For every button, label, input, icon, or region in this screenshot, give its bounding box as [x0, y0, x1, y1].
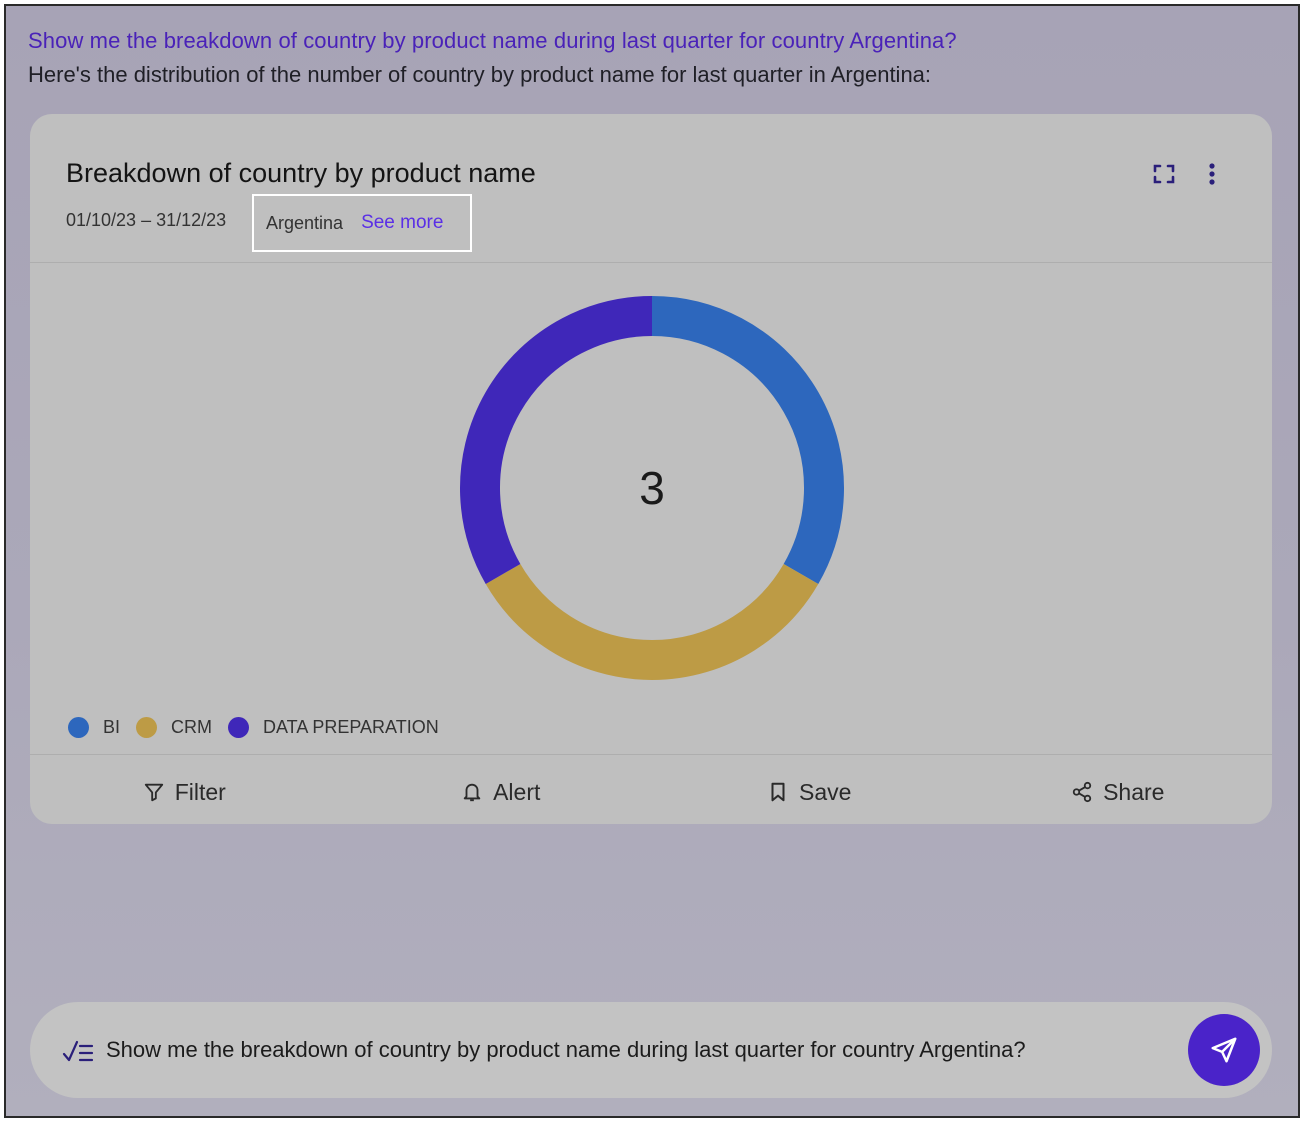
legend-label-crm: CRM: [171, 717, 213, 737]
alert-button[interactable]: Alert: [347, 760, 656, 824]
expand-icon[interactable]: [1150, 160, 1178, 188]
assistant-answer: Here's the distribution of the number of…: [28, 62, 932, 87]
see-more-link[interactable]: See more: [361, 212, 444, 233]
card-title: Breakdown of country by product name: [66, 158, 536, 188]
filter-label: Filter: [174, 778, 226, 805]
save-label: Save: [799, 778, 852, 805]
bell-icon: [463, 783, 481, 802]
share-label: Share: [1103, 778, 1165, 805]
chart-card: Breakdown of country by product name 01/…: [30, 114, 1272, 824]
donut-slice-data-preparation[interactable]: [460, 296, 653, 584]
filter-country: Argentina: [266, 212, 344, 233]
header-divider: [30, 262, 1272, 263]
filter-button[interactable]: Filter: [30, 760, 347, 824]
chat-input[interactable]: [106, 1032, 1166, 1068]
legend-dot-data-preparation: [228, 717, 250, 738]
alert-label: Alert: [493, 778, 541, 805]
donut-chart: 3: [460, 296, 844, 680]
legend-dot-bi: [68, 717, 89, 738]
donut-center-value: 3: [639, 462, 665, 514]
chat-composer: [30, 1002, 1272, 1098]
checklist-icon: [62, 1040, 94, 1062]
chart-legend: BI CRM DATA PREPARATION: [68, 717, 455, 738]
footer-divider: [30, 754, 1272, 755]
legend-item-crm[interactable]: CRM: [136, 717, 212, 738]
user-question: Show me the breakdown of country by prod…: [28, 28, 957, 53]
filter-chip: Argentina See more: [252, 194, 472, 252]
legend-item-data-preparation[interactable]: DATA PREPARATION: [228, 717, 439, 738]
card-actions: Filter Alert Save Share: [30, 760, 1272, 824]
more-vertical-icon[interactable]: [1198, 160, 1226, 188]
save-button[interactable]: Save: [655, 760, 964, 824]
share-icon: [1072, 781, 1092, 803]
send-icon: [1211, 1037, 1237, 1063]
date-range: 01/10/23 – 31/12/23: [66, 210, 227, 230]
donut-slice-bi[interactable]: [651, 296, 844, 584]
send-button[interactable]: [1188, 1014, 1260, 1086]
filter-icon: [144, 783, 163, 802]
legend-item-bi[interactable]: BI: [68, 717, 120, 738]
bookmark-icon: [771, 782, 785, 802]
donut-slice-crm[interactable]: [485, 563, 819, 680]
legend-label-data-preparation: DATA PREPARATION: [263, 717, 439, 737]
share-button[interactable]: Share: [964, 760, 1273, 824]
legend-dot-crm: [136, 717, 158, 738]
chat-panel: Show me the breakdown of country by prod…: [4, 4, 1300, 1118]
legend-label-bi: BI: [103, 717, 121, 737]
